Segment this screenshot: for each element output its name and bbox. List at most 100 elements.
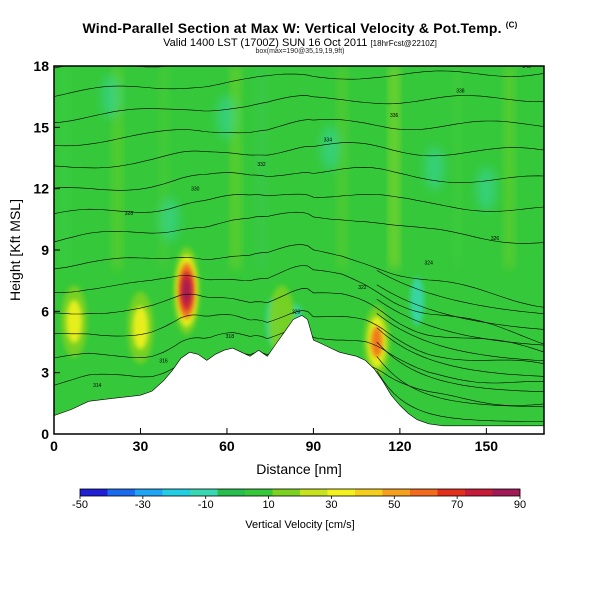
isentrope-line [54, 166, 544, 191]
x-tick-label: 90 [306, 438, 322, 454]
updraft-core [183, 278, 191, 303]
chart-title-text: Wind-Parallel Section at Max W: Vertical… [82, 20, 502, 36]
y-tick-label: 0 [41, 426, 49, 442]
x-tick-label: 0 [50, 438, 58, 454]
colorbar-tick-label: 50 [388, 499, 400, 511]
colorbar-swatch [382, 489, 411, 496]
field-streak [61, 66, 70, 269]
colorbar-tick-label: -30 [135, 499, 151, 511]
colorbar-swatch [355, 489, 383, 496]
y-axis-label: Height [Kft MSL] [7, 199, 23, 301]
valid-time: Valid 1400 LST (1700Z) SUN 16 Oct 2011 [163, 37, 368, 49]
isentrope-lee-line [376, 341, 544, 392]
isentrope-label: 340 [523, 64, 532, 70]
field-streak [113, 66, 122, 269]
isentrope-label: 318 [226, 334, 235, 340]
colorbar-swatch [162, 489, 191, 496]
isentrope-label: 324 [425, 260, 434, 266]
field-streak [453, 66, 462, 269]
updraft-core [66, 299, 82, 344]
colorbar-tick-label: 10 [262, 499, 274, 511]
isentrope-lee-line [376, 356, 544, 408]
y-tick-label: 12 [33, 181, 49, 197]
isentrope-line [54, 142, 544, 169]
colorbar-swatch [300, 489, 328, 496]
y-tick-label: 18 [33, 58, 49, 74]
isentrope-lee-line [376, 270, 544, 314]
colorbar-swatch [190, 489, 218, 496]
x-tick-label: 60 [219, 438, 235, 454]
colorbar-frame [79, 488, 521, 497]
colorbar-swatch [465, 489, 493, 496]
isentrope-label: 322 [358, 285, 367, 291]
colorbar-tick-label: -10 [198, 499, 214, 511]
isentrope-label: 330 [191, 187, 200, 193]
forecast-info: [18hrFcst@2210Z] [370, 39, 437, 48]
isentrope-line [54, 211, 544, 244]
colorbar-tick-label: -50 [72, 499, 88, 511]
isentrope-label: 332 [257, 162, 266, 168]
colorbar-swatch [272, 489, 301, 496]
isentrope-line [54, 119, 544, 147]
y-tick-label: 9 [41, 242, 49, 258]
field-weak-downdraft [159, 197, 180, 242]
colorbar-swatch [217, 489, 246, 496]
x-axis-label: Distance [nm] [256, 461, 342, 477]
colorbar-swatch [327, 489, 356, 496]
y-tick-label: 15 [33, 119, 49, 135]
isentrope-line [54, 95, 544, 124]
colorbar: -50 -30 -10 10 30 50 70 90 [72, 488, 526, 511]
y-tick-label: 6 [41, 303, 49, 319]
x-tick-label: 150 [475, 438, 499, 454]
colorbar-swatch [410, 489, 438, 496]
x-tick-label: 30 [133, 438, 149, 454]
x-tick-label: 120 [388, 438, 412, 454]
colorbar-title: Vertical Velocity [cm/s] [245, 519, 354, 531]
downdraft-core [410, 277, 425, 326]
colorbar-tick-label: 30 [325, 499, 337, 511]
y-tick-label: 3 [41, 365, 49, 381]
field-streak [257, 66, 266, 269]
colorbar-swatch [245, 489, 273, 496]
chart-subline: box(max=190@35,19,19,9ft) [255, 48, 345, 55]
isentrope-label: 316 [159, 358, 168, 364]
colorbar-swatch [492, 489, 521, 496]
isentrope-line [54, 310, 544, 365]
colorbar-swatch [107, 489, 136, 496]
isentrope-lee-line [376, 370, 544, 422]
isentrope-lee-line [376, 284, 544, 330]
isentrope-lee-line [376, 327, 544, 377]
isentrope-label: 320 [292, 309, 301, 315]
field-weak-downdraft [424, 146, 445, 191]
isentrope-lee-line [376, 313, 544, 362]
field-streak [505, 66, 514, 269]
x-axis: 0 30 60 90 120 150 [50, 428, 498, 454]
isentrope-label: 336 [390, 113, 399, 119]
colorbar-swatch [135, 489, 163, 496]
colorbar-tick-label: 70 [451, 499, 463, 511]
terrain-mask [53, 315, 545, 435]
field-streak [338, 66, 347, 269]
isentrope-line [54, 288, 544, 353]
isentrope-label: 334 [324, 138, 333, 144]
isentrope-label: 326 [491, 236, 500, 242]
chart-subtitle: Valid 1400 LST (1700Z) SUN 16 Oct 2011 [… [0, 37, 600, 49]
field-streak [231, 66, 240, 269]
y-axis: 0 3 6 9 12 15 18 [33, 58, 60, 442]
field-streak [159, 66, 168, 269]
field-weak-downdraft [101, 74, 122, 119]
isentrope-label: 338 [456, 89, 465, 95]
colorbar-swatch [80, 489, 108, 496]
isentrope-label: 328 [125, 211, 134, 217]
isentrope-label: 314 [93, 383, 102, 389]
chart-title-mark: (C) [505, 20, 518, 30]
isentrope-line [54, 70, 544, 97]
field-weak-downdraft [320, 125, 341, 170]
isentrope-line [54, 66, 171, 69]
colorbar-swatch [437, 489, 466, 496]
isentrope-line [54, 193, 544, 214]
isentrope-line [54, 244, 544, 308]
field-weak-downdraft [216, 95, 237, 140]
isentrope-lee-line [376, 298, 544, 346]
field-weak-downdraft [476, 166, 497, 211]
